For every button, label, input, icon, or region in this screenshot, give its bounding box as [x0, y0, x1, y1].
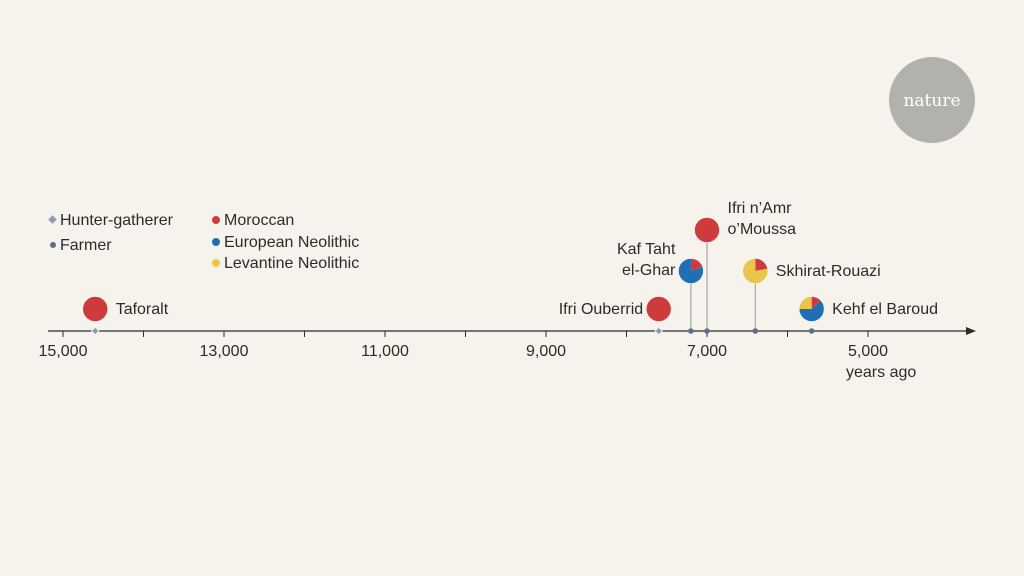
hunter-gatherer-marker-icon	[90, 326, 100, 336]
legend-hunter-marker-icon	[48, 215, 57, 224]
pie-slice-levantine	[799, 296, 812, 309]
pie-outline	[678, 258, 704, 284]
site-ifri-ouberrid[interactable]: Ifri Ouberrid	[559, 296, 672, 336]
pie-outline	[742, 258, 769, 284]
legend-moroccan-label: Moroccan	[224, 212, 294, 229]
pie-slice-moroccan	[690, 258, 703, 271]
pie-slice-european	[678, 258, 704, 284]
site-kaf-taht-el-ghar[interactable]: Kaf Taht el-Ghar	[617, 241, 704, 334]
site-taforalt[interactable]: Taforalt	[82, 296, 169, 336]
legend-ancestry: Moroccan European Neolithic Levantine Ne…	[212, 212, 359, 272]
x-tick-label: 5,000	[848, 343, 888, 360]
legend-lifestyle: Hunter-gatherer Farmer	[48, 212, 174, 254]
site-label: Ifri n’Amr	[728, 200, 793, 217]
x-tick-label: 15,000	[39, 343, 88, 360]
legend-levantine-label: Levantine Neolithic	[224, 255, 359, 272]
site-label: Taforalt	[116, 301, 169, 318]
x-axis-ticks: 15,000 13,000 11,000 9,000 7,000 5,000	[39, 331, 888, 360]
site-kehf-el-baroud[interactable]: Kehf el Baroud	[798, 296, 938, 334]
pie-slice-moroccan	[82, 296, 108, 322]
legend-european-swatch	[212, 238, 220, 246]
pie-slice-moroccan	[694, 217, 720, 243]
nature-logo[interactable]: nature	[889, 57, 975, 143]
x-tick-label: 13,000	[200, 343, 249, 360]
x-axis-unit-label: years ago	[846, 364, 916, 381]
legend-moroccan-swatch	[212, 216, 220, 224]
legend-levantine-swatch	[212, 259, 220, 267]
pie-outline	[798, 296, 825, 322]
site-label: o’Moussa	[728, 221, 797, 238]
farmer-marker-icon	[704, 328, 710, 334]
x-tick-label: 11,000	[361, 343, 409, 360]
legend-hunter-label: Hunter-gatherer	[60, 212, 174, 229]
pie-outline	[82, 296, 108, 322]
pie-outline	[645, 296, 672, 322]
site-label: Kaf Taht	[617, 241, 676, 258]
x-tick-label: 7,000	[687, 343, 727, 360]
site-label: Ifri Ouberrid	[559, 301, 643, 318]
legend-european-label: European Neolithic	[224, 234, 359, 251]
pie-outline	[694, 217, 720, 243]
logo-text: nature	[903, 91, 960, 111]
site-ifri-n-amr-o-moussa[interactable]: Ifri n’Amr o’Moussa	[694, 200, 797, 334]
legend-farmer-marker-icon	[50, 242, 56, 248]
site-markers: Taforalt Ifri Ouberrid Kaf Taht el-Ghar Ifri…	[82, 200, 938, 336]
hunter-gatherer-marker-icon	[654, 326, 663, 336]
x-tick-label: 9,000	[526, 343, 566, 360]
pie-slice-moroccan	[755, 258, 768, 271]
logo-circle	[889, 57, 975, 143]
pie-slice-moroccan	[811, 296, 821, 309]
legend: Hunter-gatherer Farmer Moroccan European…	[48, 212, 359, 272]
x-axis: years ago	[48, 327, 976, 381]
farmer-marker-icon	[752, 328, 759, 334]
pie-slice-moroccan	[646, 296, 672, 322]
farmer-marker-icon	[688, 328, 694, 334]
x-axis-arrow-icon	[966, 327, 976, 335]
legend-farmer-label: Farmer	[60, 237, 112, 254]
site-label: Kehf el Baroud	[832, 301, 938, 318]
site-skhirat-rouazi[interactable]: Skhirat-Rouazi	[742, 258, 881, 334]
pie-slice-levantine	[742, 258, 768, 284]
site-label: el-Ghar	[622, 262, 676, 279]
pie-slice-european	[799, 300, 825, 322]
farmer-marker-icon	[808, 328, 815, 334]
site-label: Skhirat-Rouazi	[776, 263, 881, 280]
